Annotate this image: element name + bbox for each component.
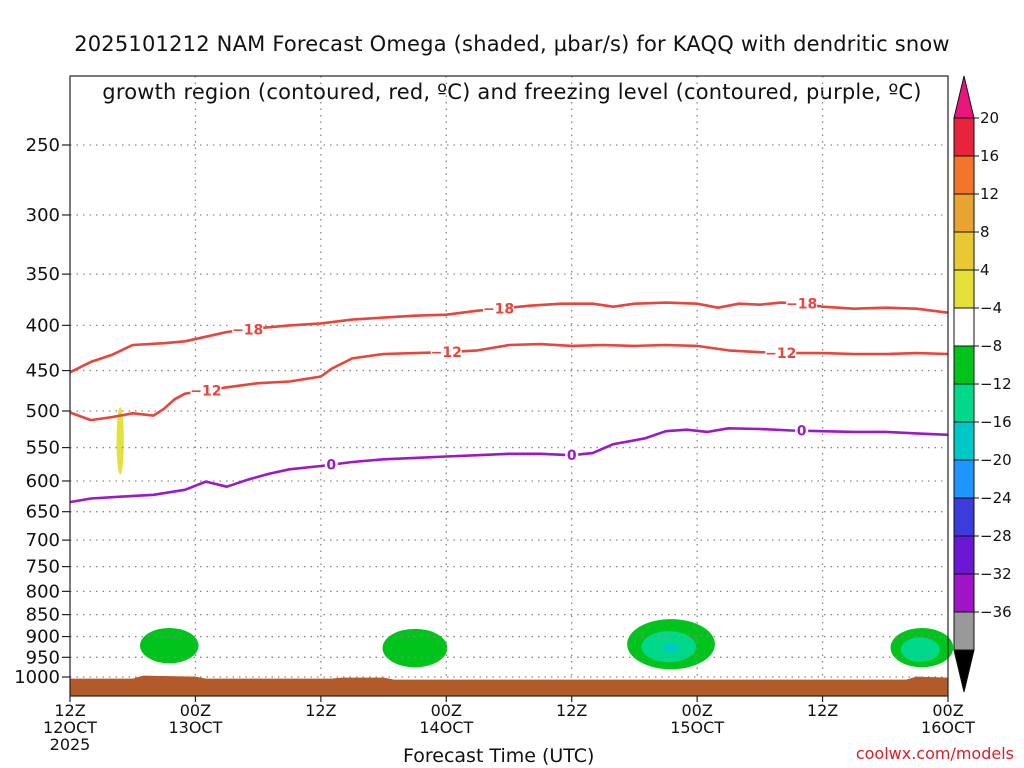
colorbar-bottom-arrow [953,649,975,693]
colorbar-label-11: −28 [980,527,1012,545]
x-tick-label-0-1: 12OCT [43,718,97,737]
contour-label-bg [190,381,222,399]
contour-label--12-1: −12 [431,345,462,361]
colorbar-segment-13 [953,611,975,651]
contour-label-bg [324,455,338,473]
contour-label-bg [430,343,462,361]
title-line-2: growth region (contoured, red, ºC) and f… [102,80,922,104]
y-tick-label-800: 800 [26,581,60,602]
contour-label-0-1: 0 [567,448,577,464]
y-tick-label-250: 250 [26,135,60,156]
omega-shading-layer [116,407,954,670]
colorbar-label-9: −20 [980,451,1012,469]
contour-label--18-0: −18 [232,323,263,339]
y-tick-label-500: 500 [26,401,60,422]
colorbar-segment-9 [953,459,975,499]
colorbar-label-0: 20 [980,109,999,127]
contour-label--18-2: −18 [786,297,817,313]
contour-label-bg [786,294,818,312]
contour-label-0-0: 0 [326,458,336,474]
y-tick-label-400: 400 [26,315,60,336]
colorbar-segment-7 [953,383,975,423]
colorbar-segment-5 [953,307,975,347]
colorbar-label-6: −8 [980,337,1002,355]
colorbar-label-8: −16 [980,413,1012,431]
axes-layer: 2503003504004505005506006507007508008509… [14,75,975,754]
colorbar-label-5: −4 [980,299,1002,317]
colorbar-label-3: 8 [980,223,990,241]
y-tick-label-750: 750 [26,557,60,578]
omega-blob-5 [116,407,124,475]
contour-layer: −18 −18 −18 −12 −12 −12 0 0 0 [69,294,949,504]
omega-blob-4-inner [900,637,940,662]
colorbar-segment-2 [953,193,975,233]
contour-label-bg [483,299,515,317]
x-tick-label-48-0: 12Z [556,701,587,720]
colorbar-segment-4 [953,269,975,309]
y-tick-label-950: 950 [26,647,60,668]
x-tick-label-12-1: 13OCT [168,718,222,737]
omega-blob-1 [140,627,199,664]
colorbar-segment-8 [953,421,975,461]
colorbar-label-10: −24 [980,489,1012,507]
colorbar-segment-3 [953,231,975,271]
plot-frame [69,75,949,697]
y-tick-label-550: 550 [26,438,60,459]
colorbar-segment-6 [953,345,975,385]
colorbar-segment-11 [953,535,975,575]
contour-label-bg [565,446,579,464]
omega-blob-3-core [663,643,679,653]
x-axis-title: Forecast Time (UTC) [403,745,595,767]
x-tick-label-36-1: 14OCT [419,718,473,737]
colorbar-label-7: −12 [980,375,1012,393]
x-tick-label-60-0: 00Z [681,701,712,720]
credit-link[interactable]: coolwx.com/models [855,744,1014,763]
y-tick-label-650: 650 [26,502,60,523]
y-tick-label-700: 700 [26,530,60,551]
contour-label-bg [795,421,809,439]
colorbar-segment-1 [953,155,975,195]
y-tick-label-850: 850 [26,605,60,626]
contour-label--12-2: −12 [765,346,796,362]
x-tick-label-36-0: 00Z [431,701,462,720]
colorbar-label-12: −32 [980,565,1012,583]
colorbar-label-1: 16 [980,147,999,165]
colorbar-label-13: −36 [980,603,1012,621]
colorbar-label-2: 12 [980,185,999,203]
x-tick-label-60-1: 15OCT [670,718,724,737]
colorbar-label-4: 4 [980,261,990,279]
x-tick-label-84-0: 00Z [932,701,963,720]
y-tick-label-1000: 1000 [14,667,60,688]
y-tick-label-600: 600 [26,471,60,492]
colorbar-top-arrow [953,75,975,119]
y-tick-label-900: 900 [26,627,60,648]
y-tick-label-350: 350 [26,264,60,285]
chart-title: 2025101212 NAM Forecast Omega (shaded, µ… [0,8,1024,128]
title-line-1: 2025101212 NAM Forecast Omega (shaded, µ… [74,32,950,56]
contour-line-0 [69,427,949,504]
y-tick-label-450: 450 [26,361,60,382]
colorbar-segment-10 [953,497,975,537]
x-tick-label-0-2: 2025 [50,735,91,754]
contour-label-bg [765,343,797,361]
colorbar-segment-12 [953,573,975,613]
y-tick-label-300: 300 [26,205,60,226]
colorbar-segment-0 [953,117,975,157]
x-tick-label-72-0: 12Z [807,701,838,720]
colorbar: 20 16 12 8 4 −4 −8 −12 −16 −20 −24 −28 −32 −36 [953,75,1012,693]
x-tick-label-24-0: 12Z [305,701,336,720]
omega-blob-2 [382,628,448,668]
contour-label-bg [232,320,264,338]
x-tick-label-0-0: 12Z [54,701,85,720]
x-tick-label-12-0: 00Z [180,701,211,720]
contour-label--12-0: −12 [190,384,221,400]
x-tick-label-84-1: 16OCT [921,718,975,737]
contour-label--18-1: −18 [483,302,514,318]
terrain-layer [70,675,948,696]
terrain-fill [70,675,948,696]
contour-label-0-2: 0 [797,424,807,440]
